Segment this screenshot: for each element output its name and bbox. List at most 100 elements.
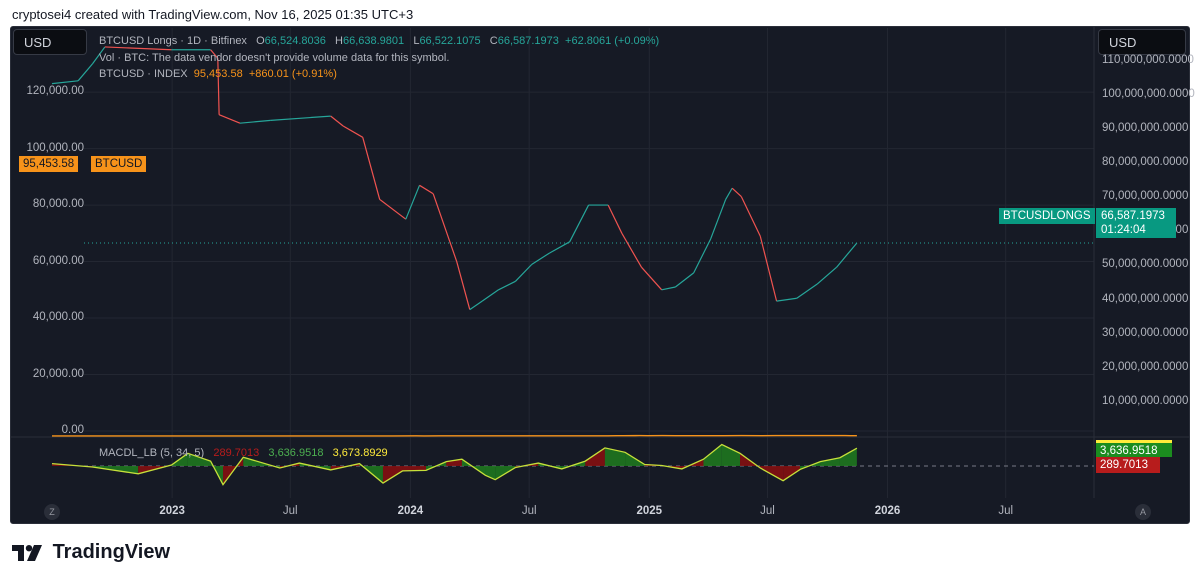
legend-low: 66,522.1075: [419, 35, 481, 47]
macd-legend-value-3: 3,673.8929: [332, 447, 388, 459]
index-legend-value: 95,453.58: [193, 68, 243, 80]
longs-series-segment: [342, 125, 364, 138]
legend-symbol: BTCUSD Longs · 1D · Bitfinex: [99, 35, 247, 47]
macd-histogram-area: [187, 453, 211, 466]
longs-series-segment: [239, 119, 271, 124]
longs-series-segment: [217, 58, 220, 115]
macd-legend-value-2: 3,636.9518: [268, 447, 324, 459]
tradingview-logo-icon: [12, 544, 42, 561]
macd-pane: [51, 443, 1094, 486]
right-tick-label: 50,000,000.0000: [1102, 258, 1189, 271]
index-legend-change: +860.01 (+0.91%): [248, 68, 337, 80]
index-legend-name: BTCUSD · INDEX: [99, 68, 188, 80]
macd-signal-tag: 3,636.9518: [1096, 440, 1172, 457]
series-legend[interactable]: BTCUSD Longs · 1D · Bitfinex O66,524.803…: [99, 35, 659, 47]
currency-select-left[interactable]: USD: [13, 29, 87, 55]
macd-histogram-area: [839, 448, 857, 466]
macd-line: [51, 443, 858, 486]
longs-series-segment: [641, 266, 663, 291]
longs-series-segment: [362, 137, 381, 200]
left-tick-label: 120,000.00: [26, 85, 84, 98]
left-tick-label: 80,000.00: [32, 198, 84, 211]
longs-series-segment: [740, 196, 761, 237]
auto-scale-button[interactable]: A: [1135, 504, 1151, 520]
macd-histogram-area: [604, 447, 626, 466]
time-tick-label: 2023: [159, 505, 185, 517]
right-tick-label: 110,000,000.0000: [1102, 53, 1194, 66]
longs-series-segment: [77, 63, 93, 82]
right-tick-label: 90,000,000.0000: [1102, 122, 1189, 135]
right-tick-label: 100,000,000.0000: [1102, 87, 1195, 100]
time-tick-label: Jul: [521, 505, 537, 517]
longs-symbol-tag: BTCUSDLONGS: [999, 208, 1095, 224]
longs-series-segment: [51, 80, 79, 85]
tradingview-brand: TradingView: [12, 541, 170, 563]
zoom-reset-button[interactable]: Z: [44, 504, 60, 520]
longs-series-segment: [419, 184, 434, 195]
time-tick-label: 2025: [636, 505, 663, 517]
macd-histogram-area: [820, 457, 840, 466]
longs-series-segment: [661, 286, 676, 291]
longs-series-segment: [816, 266, 838, 285]
longs-series-segment: [330, 115, 344, 127]
time-tick-label: Jul: [998, 505, 1014, 517]
legend-change: +62.8061 (+0.09%): [565, 35, 660, 47]
left-tick-label: 100,000.00: [26, 141, 84, 154]
longs-series-segment: [549, 241, 570, 254]
macd-histogram-area: [783, 466, 801, 481]
legend-open: 66,524.8036: [264, 35, 326, 47]
longs-series-segment: [481, 289, 499, 302]
volume-legend: Vol · BTC: The data vendor doesn't provi…: [99, 52, 450, 64]
legend-close: 66,587.1973: [497, 35, 559, 47]
longs-series-segment: [104, 46, 172, 51]
time-tick-label: Jul: [760, 505, 775, 517]
longs-series-segment: [469, 300, 483, 311]
longs-series-segment: [91, 46, 106, 65]
legend-open-label: O: [256, 35, 265, 47]
longs-series-segment: [498, 280, 516, 291]
longs-series-segment: [731, 187, 742, 198]
legend-high: 66,638.9801: [342, 35, 405, 47]
macd-histogram-area: [446, 459, 462, 466]
longs-series-segment: [607, 204, 623, 234]
longs-series-segment: [310, 115, 331, 119]
longs-series-segment: [693, 238, 712, 274]
legend-low-label: L: [413, 35, 420, 47]
price-series-layer: [51, 46, 858, 437]
macd-legend-name: MACDL_LB (5, 34, 5): [99, 447, 205, 459]
btc-last-price-tag: 95,453.58: [19, 156, 79, 172]
macd-legend-value-1: 289.7013: [213, 447, 260, 459]
macd-histogram-area: [382, 466, 403, 484]
longs-series-segment: [432, 193, 458, 262]
macd-legend[interactable]: MACDL_LB (5, 34, 5) 289.7013 3,636.9518 …: [99, 447, 388, 459]
macd-histogram-area: [703, 444, 722, 466]
bar-countdown: 01:24:04: [1101, 224, 1146, 236]
longs-series-segment: [531, 252, 550, 265]
longs-series-segment: [710, 199, 727, 240]
macd-histogram-area: [402, 466, 427, 471]
right-tick-label: 70,000,000.0000: [1102, 190, 1189, 203]
currency-select-right[interactable]: USD: [1098, 29, 1186, 55]
longs-series-segment: [675, 272, 695, 288]
chart-frame: [10, 26, 1190, 524]
time-tick-label: 2024: [397, 505, 424, 517]
macd-histogram-tag: 289.7013: [1096, 457, 1160, 473]
longs-series-segment: [759, 235, 778, 302]
time-tick-label: 2026: [874, 505, 901, 517]
right-tick-label: 20,000,000.0000: [1102, 360, 1189, 373]
longs-last-price: 66,587.1973: [1101, 210, 1165, 222]
left-tick-label: 0.00: [61, 424, 84, 436]
longs-series-segment: [515, 263, 533, 282]
legend-close-label: C: [489, 35, 498, 47]
longs-series-segment: [270, 116, 311, 121]
longs-series-segment: [210, 49, 219, 59]
chart-caption: cryptosei4 created with TradingView.com,…: [12, 7, 414, 22]
longs-last-price-tag: 66,587.1973 01:24:04: [1096, 208, 1176, 238]
right-tick-label: 30,000,000.0000: [1102, 326, 1189, 339]
longs-series-segment: [725, 187, 733, 200]
longs-series-segment: [379, 198, 407, 220]
longs-series-segment: [405, 185, 421, 220]
index-legend[interactable]: BTCUSD · INDEX 95,453.58 +860.01 (+0.91%…: [99, 68, 337, 80]
longs-series-segment: [836, 242, 858, 268]
